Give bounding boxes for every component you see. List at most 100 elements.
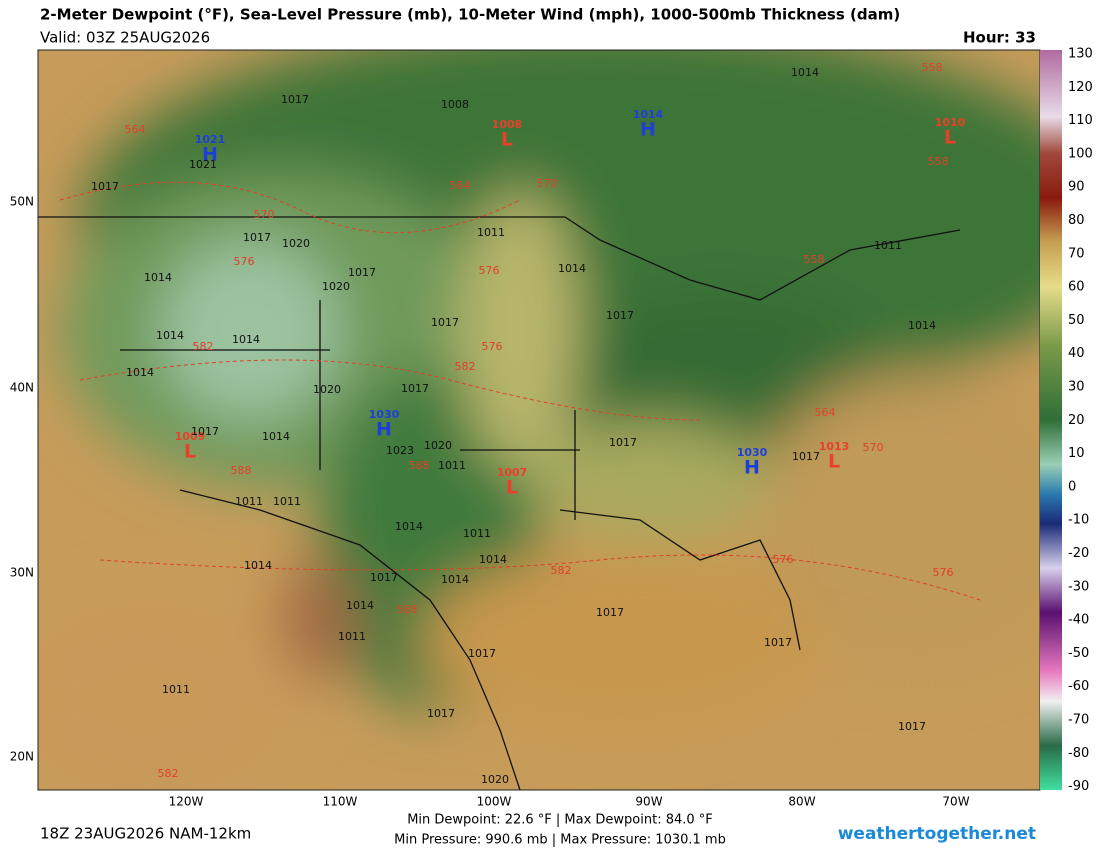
lat-label: 50N bbox=[10, 195, 34, 209]
isobar-label: 1017 bbox=[370, 571, 398, 584]
pressure-value: 1021 bbox=[195, 133, 226, 146]
isobar-label: 1014 bbox=[558, 262, 586, 275]
lon-label: 110W bbox=[323, 795, 358, 809]
isobar-label: 1017 bbox=[792, 450, 820, 463]
thickness-label: 564 bbox=[450, 179, 471, 192]
thickness-label: 576 bbox=[773, 553, 794, 566]
pressure-center: L bbox=[828, 451, 840, 473]
colorbar-label: -30 bbox=[1068, 579, 1089, 594]
thickness-label: 588 bbox=[409, 459, 430, 472]
lon-label: 80W bbox=[788, 795, 815, 809]
thickness-label: 564 bbox=[815, 406, 836, 419]
pressure-center: L bbox=[944, 127, 956, 149]
thickness-label: 570 bbox=[537, 177, 558, 190]
pressure-value: 1007 bbox=[497, 466, 528, 479]
isobar-label: 1014 bbox=[479, 553, 507, 566]
colorbar bbox=[1040, 50, 1062, 790]
thickness-label: 588 bbox=[397, 603, 418, 616]
thickness-label: 576 bbox=[933, 566, 954, 579]
colorbar-label: 100 bbox=[1068, 146, 1093, 161]
thickness-label: 570 bbox=[254, 208, 275, 221]
site-link[interactable]: weathertogether.net bbox=[838, 824, 1036, 844]
lon-label: 70W bbox=[942, 795, 969, 809]
isobar-label: 1014 bbox=[262, 430, 290, 443]
isobar-label: 1014 bbox=[232, 333, 260, 346]
colorbar-label: -10 bbox=[1068, 513, 1089, 528]
isobar-label: 1014 bbox=[126, 366, 154, 379]
isobar-label: 1011 bbox=[874, 239, 902, 252]
isobar-label: 1011 bbox=[162, 683, 190, 696]
thickness-label: 582 bbox=[158, 767, 179, 780]
colorbar-label: 50 bbox=[1068, 313, 1085, 328]
isobar-label: 1011 bbox=[463, 527, 491, 540]
dewpoint-range: Min Dewpoint: 22.6 °F | Max Dewpoint: 84… bbox=[407, 813, 713, 828]
thickness-label: 582 bbox=[193, 340, 214, 353]
pressure-value: 1013 bbox=[819, 440, 850, 453]
lon-label: 90W bbox=[635, 795, 662, 809]
colorbar-label: 10 bbox=[1068, 446, 1085, 461]
colorbar-label: -20 bbox=[1068, 546, 1089, 561]
isobar-label: 1014 bbox=[144, 271, 172, 284]
colorbar-label: -90 bbox=[1068, 779, 1089, 794]
thickness-label: 576 bbox=[482, 340, 503, 353]
thickness-label: 564 bbox=[125, 123, 146, 136]
lon-label: 120W bbox=[169, 795, 204, 809]
colorbar-label: 120 bbox=[1068, 80, 1093, 95]
colorbar-label: 0 bbox=[1068, 479, 1076, 494]
thickness-label: 570 bbox=[863, 441, 884, 454]
isobar-label: 1014 bbox=[395, 520, 423, 533]
isobar-label: 1011 bbox=[438, 459, 466, 472]
isobar-label: 1008 bbox=[441, 98, 469, 111]
pressure-value: 1030 bbox=[737, 446, 768, 459]
lon-label: 100W bbox=[477, 795, 512, 809]
isobar-label: 1011 bbox=[273, 495, 301, 508]
model-run: 18Z 23AUG2026 NAM-12km bbox=[40, 825, 251, 843]
isobar-label: 1020 bbox=[322, 280, 350, 293]
isobar-label: 1014 bbox=[244, 559, 272, 572]
isobar-label: 1014 bbox=[346, 599, 374, 612]
isobar-label: 1017 bbox=[609, 436, 637, 449]
isobar-label: 1020 bbox=[282, 237, 310, 250]
isobar-label: 1023 bbox=[386, 444, 414, 457]
isobar-label: 1014 bbox=[908, 319, 936, 332]
thickness-label: 558 bbox=[928, 155, 949, 168]
isobar-label: 1017 bbox=[243, 231, 271, 244]
colorbar-label: 90 bbox=[1068, 180, 1085, 195]
isobar-label: 1017 bbox=[348, 266, 376, 279]
isobar-label: 1020 bbox=[481, 773, 509, 786]
isobar-label: 1011 bbox=[477, 226, 505, 239]
colorbar-label: -70 bbox=[1068, 713, 1089, 728]
lat-label: 30N bbox=[10, 566, 34, 580]
isobar-label: 1017 bbox=[898, 720, 926, 733]
pressure-value: 1030 bbox=[369, 408, 400, 421]
thickness-label: 582 bbox=[551, 564, 572, 577]
pressure-center: H bbox=[202, 144, 218, 166]
lat-label: 40N bbox=[10, 381, 34, 395]
isobar-label: 1017 bbox=[468, 647, 496, 660]
isobar-label: 1017 bbox=[427, 707, 455, 720]
thickness-label: 576 bbox=[479, 264, 500, 277]
colorbar-label: 70 bbox=[1068, 246, 1085, 261]
isobar-label: 1014 bbox=[441, 573, 469, 586]
pressure-center: H bbox=[376, 419, 392, 441]
pressure-center: L bbox=[184, 441, 196, 463]
colorbar-label: -50 bbox=[1068, 646, 1089, 661]
pressure-center: L bbox=[506, 477, 518, 499]
isobar-label: 1011 bbox=[235, 495, 263, 508]
isobar-label: 1014 bbox=[156, 329, 184, 342]
isobar-label: 1017 bbox=[91, 180, 119, 193]
thickness-label: 576 bbox=[234, 255, 255, 268]
pressure-value: 1010 bbox=[935, 116, 966, 129]
map-field bbox=[38, 50, 1040, 790]
pressure-value: 1008 bbox=[492, 118, 523, 131]
isobar-label: 1020 bbox=[313, 383, 341, 396]
isobar-label: 1017 bbox=[596, 606, 624, 619]
colorbar-label: 130 bbox=[1068, 47, 1093, 62]
colorbar-label: 20 bbox=[1068, 413, 1085, 428]
thickness-label: 582 bbox=[455, 360, 476, 373]
isobar-label: 1021 bbox=[189, 158, 217, 171]
colorbar-label: -80 bbox=[1068, 746, 1089, 761]
isobar-label: 1020 bbox=[424, 439, 452, 452]
isobar-label: 1017 bbox=[606, 309, 634, 322]
